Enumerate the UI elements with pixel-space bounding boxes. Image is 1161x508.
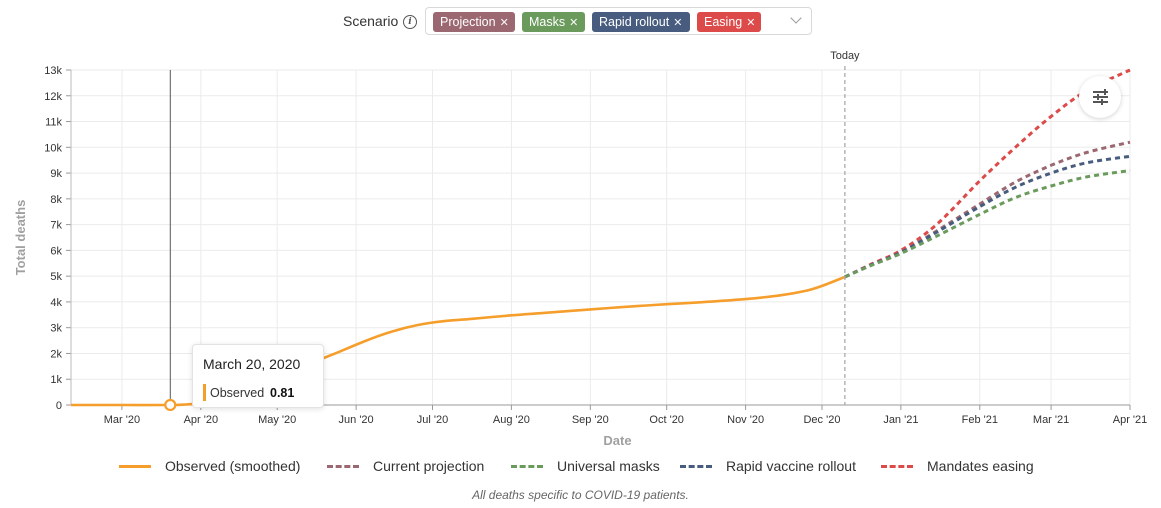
y-tick-label: 12k bbox=[44, 91, 62, 103]
x-tick-label: Jan '21 bbox=[883, 414, 918, 426]
y-tick-label: 8k bbox=[50, 194, 62, 206]
hover-point-marker bbox=[164, 398, 177, 412]
y-tick-label: 3k bbox=[50, 323, 62, 335]
tooltip-date: March 20, 2020 bbox=[203, 356, 301, 372]
x-tick-label: Apr '20 bbox=[184, 414, 219, 426]
close-icon[interactable]: ✕ bbox=[673, 17, 683, 29]
y-tick-label: 1k bbox=[50, 374, 62, 386]
scenario-tag-easing: Easing ✕ bbox=[697, 12, 761, 32]
x-axis-title: Date bbox=[603, 433, 631, 448]
scenario-tag-masks: Masks ✕ bbox=[522, 12, 585, 32]
legend-label: Rapid vaccine rollout bbox=[726, 458, 856, 474]
scenario-tag-label: Projection bbox=[440, 15, 496, 29]
today-label: Today bbox=[830, 50, 860, 62]
legend-label: Current projection bbox=[373, 458, 485, 474]
legend-label: Observed (smoothed) bbox=[165, 458, 301, 474]
chart-footnote: All deaths specific to COVID-19 patients… bbox=[472, 488, 689, 502]
x-tick-label: Jul '20 bbox=[417, 414, 448, 426]
tooltip-swatch bbox=[203, 384, 206, 401]
y-tick-label: 5k bbox=[50, 271, 62, 283]
x-tick-label: Oct '20 bbox=[649, 414, 684, 426]
scenario-tag-label: Easing bbox=[704, 15, 743, 29]
x-tick-label: Feb '21 bbox=[962, 414, 998, 426]
close-icon[interactable]: ✕ bbox=[569, 17, 579, 29]
y-tick-label: 7k bbox=[50, 220, 62, 232]
close-icon[interactable]: ✕ bbox=[746, 17, 756, 29]
scenario-tag-label: Masks bbox=[529, 15, 566, 29]
chart-axes: 0 1k 2k 3k 4k 5k 6k 7k 8k 9k 10k 11k 12k 13k Mar '20 Ap… bbox=[13, 65, 1147, 448]
legend-swatch bbox=[327, 465, 359, 468]
y-tick-label: 11k bbox=[45, 117, 62, 129]
y-tick-label: 0 bbox=[56, 400, 62, 412]
chart-settings-button[interactable] bbox=[1079, 76, 1121, 118]
scenario-tag-projection: Projection ✕ bbox=[433, 12, 515, 32]
scenario-selector: Scenario i Projection ✕ Masks ✕ Rapid roll… bbox=[0, 7, 1161, 37]
x-tick-label: Mar '20 bbox=[104, 414, 140, 426]
legend-swatch bbox=[680, 465, 712, 468]
y-tick-label: 2k bbox=[50, 348, 62, 360]
x-tick-label: Sep '20 bbox=[572, 414, 609, 426]
legend-swatch bbox=[119, 465, 151, 468]
y-tick-label: 10k bbox=[44, 142, 62, 154]
hover-tooltip: March 20, 2020 Observed 0.81 bbox=[192, 344, 324, 408]
legend-label: Mandates easing bbox=[927, 458, 1034, 474]
legend-swatch bbox=[511, 465, 543, 468]
close-icon[interactable]: ✕ bbox=[499, 17, 509, 29]
info-icon[interactable]: i bbox=[403, 15, 417, 29]
tooltip-value: 0.81 bbox=[270, 386, 295, 400]
legend-label: Universal masks bbox=[557, 458, 660, 474]
y-tick-label: 9k bbox=[50, 168, 62, 180]
series-line-observed-smoothed- bbox=[71, 275, 846, 407]
chart-overlay: Today bbox=[164, 50, 860, 412]
x-tick-label: Mar '21 bbox=[1033, 414, 1069, 426]
tooltip-series-name: Observed bbox=[210, 386, 265, 400]
y-tick-label: 6k bbox=[50, 245, 62, 257]
x-tick-label: Dec '20 bbox=[803, 414, 840, 426]
y-tick-label: 4k bbox=[50, 297, 62, 309]
scenario-multiselect[interactable]: Projection ✕ Masks ✕ Rapid rollout ✕ Easing… bbox=[425, 7, 812, 35]
y-tick-label: 13k bbox=[44, 65, 62, 77]
x-tick-label: Apr '21 bbox=[1113, 414, 1148, 426]
scenario-tag-label: Rapid rollout bbox=[599, 15, 670, 29]
scenario-label: Scenario bbox=[343, 13, 399, 29]
x-tick-label: Jun '20 bbox=[339, 414, 374, 426]
y-axis-title: Total deaths bbox=[13, 200, 28, 276]
x-tick-label: Aug '20 bbox=[493, 414, 530, 426]
x-tick-label: Nov '20 bbox=[727, 414, 764, 426]
scenario-tag-rapid-rollout: Rapid rollout ✕ bbox=[592, 12, 690, 32]
chart-legend: Observed (smoothed) Current projection U… bbox=[0, 458, 1161, 478]
legend-swatch bbox=[881, 465, 913, 468]
deaths-chart[interactable]: 0 1k 2k 3k 4k 5k 6k 7k 8k 9k 10k 11k 12k 13k Mar '20 Ap… bbox=[0, 0, 1161, 460]
series-line-universal-masks bbox=[844, 169, 1131, 279]
x-tick-label: May '20 bbox=[258, 414, 296, 426]
